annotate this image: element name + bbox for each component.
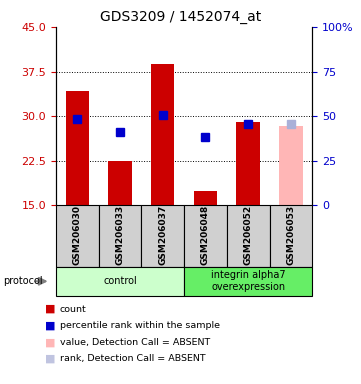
Bar bbox=[151, 65, 174, 205]
Text: ■: ■ bbox=[45, 337, 56, 347]
Text: ■: ■ bbox=[45, 354, 56, 364]
Text: GSM206053: GSM206053 bbox=[286, 205, 295, 265]
Text: GSM206048: GSM206048 bbox=[201, 205, 210, 265]
Text: GSM206030: GSM206030 bbox=[73, 205, 82, 265]
Text: GDS3209 / 1452074_at: GDS3209 / 1452074_at bbox=[100, 10, 261, 23]
Bar bbox=[279, 126, 303, 205]
Text: percentile rank within the sample: percentile rank within the sample bbox=[60, 321, 219, 330]
Bar bbox=[194, 190, 217, 205]
Bar bbox=[184, 205, 227, 267]
Bar bbox=[142, 205, 184, 267]
Text: GSM206052: GSM206052 bbox=[244, 205, 253, 265]
Bar bbox=[99, 205, 142, 267]
Bar bbox=[236, 122, 260, 205]
Bar bbox=[108, 161, 132, 205]
Text: GSM206037: GSM206037 bbox=[158, 205, 167, 265]
Text: count: count bbox=[60, 305, 86, 314]
Text: integrin alpha7
overexpression: integrin alpha7 overexpression bbox=[211, 270, 286, 292]
Bar bbox=[270, 205, 312, 267]
Bar bbox=[56, 267, 184, 296]
Text: ■: ■ bbox=[45, 321, 56, 331]
Text: control: control bbox=[103, 276, 137, 286]
Bar bbox=[184, 267, 312, 296]
Text: ■: ■ bbox=[45, 304, 56, 314]
Text: rank, Detection Call = ABSENT: rank, Detection Call = ABSENT bbox=[60, 354, 205, 363]
Bar bbox=[66, 91, 89, 205]
Text: GSM206033: GSM206033 bbox=[116, 205, 125, 265]
Bar bbox=[227, 205, 270, 267]
Text: value, Detection Call = ABSENT: value, Detection Call = ABSENT bbox=[60, 338, 210, 347]
Text: protocol: protocol bbox=[4, 276, 43, 286]
Bar bbox=[56, 205, 99, 267]
